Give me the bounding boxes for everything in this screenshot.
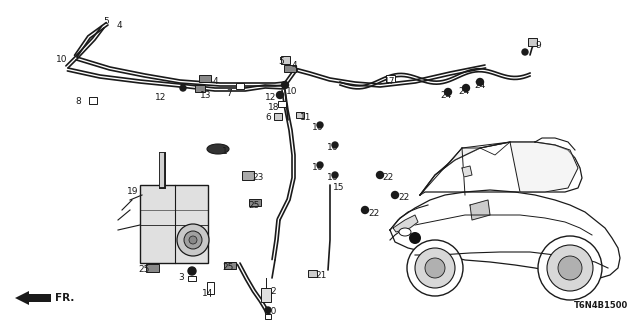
Bar (249, 198, 261, 205)
Circle shape (392, 191, 399, 198)
Text: 14: 14 (202, 289, 213, 298)
Circle shape (409, 232, 421, 244)
Text: T6N4B1500: T6N4B1500 (573, 301, 628, 310)
Bar (195, 84, 205, 92)
Bar (188, 276, 196, 281)
Polygon shape (393, 215, 418, 232)
Text: 19: 19 (127, 188, 138, 196)
Polygon shape (420, 142, 582, 195)
Bar (140, 185, 208, 263)
Polygon shape (420, 142, 510, 195)
Circle shape (276, 92, 284, 99)
Circle shape (477, 78, 483, 85)
Text: 11: 11 (300, 114, 312, 123)
Circle shape (376, 172, 383, 179)
Circle shape (317, 162, 323, 168)
Circle shape (332, 172, 338, 178)
Text: 2: 2 (270, 287, 276, 297)
Text: 6: 6 (265, 114, 271, 123)
Bar (278, 101, 286, 107)
Circle shape (265, 307, 271, 313)
Text: 25: 25 (222, 263, 234, 273)
Circle shape (282, 82, 289, 89)
Text: 1: 1 (222, 148, 228, 156)
Text: 5: 5 (278, 58, 284, 67)
Polygon shape (390, 190, 620, 278)
Polygon shape (510, 142, 578, 192)
Text: 3: 3 (178, 274, 184, 283)
Ellipse shape (399, 228, 411, 236)
Bar (224, 261, 236, 268)
Bar (242, 171, 254, 180)
Text: 16: 16 (312, 164, 323, 172)
Bar (265, 314, 271, 318)
Circle shape (332, 142, 338, 148)
Bar (29, 294, 51, 302)
Bar (296, 112, 304, 118)
Bar (89, 97, 97, 103)
Text: 4: 4 (117, 20, 123, 29)
Circle shape (445, 89, 451, 95)
Circle shape (180, 85, 186, 91)
Circle shape (463, 84, 470, 92)
Circle shape (547, 245, 593, 291)
Text: 12: 12 (265, 93, 276, 102)
Text: 7: 7 (226, 89, 232, 98)
Text: 16: 16 (312, 124, 323, 132)
Text: 23: 23 (252, 173, 264, 182)
Text: 8: 8 (75, 98, 81, 107)
Polygon shape (470, 200, 490, 220)
Text: 22: 22 (368, 209, 380, 218)
Bar (199, 75, 211, 82)
Text: 4: 4 (213, 77, 219, 86)
Text: 20: 20 (265, 308, 276, 316)
Polygon shape (15, 291, 29, 305)
Bar (145, 264, 159, 272)
Ellipse shape (207, 144, 229, 154)
Text: 22: 22 (398, 194, 409, 203)
Bar (527, 38, 536, 46)
Bar (274, 113, 282, 119)
Circle shape (177, 224, 209, 256)
Circle shape (522, 49, 528, 55)
Text: 16: 16 (327, 173, 339, 182)
Bar (261, 288, 271, 302)
Text: 24: 24 (458, 87, 469, 97)
Text: 15: 15 (333, 183, 344, 193)
Circle shape (317, 122, 323, 128)
Text: 13: 13 (200, 92, 211, 100)
Bar (385, 75, 394, 82)
Text: 10: 10 (286, 86, 298, 95)
Text: 25: 25 (248, 201, 259, 210)
Bar (280, 56, 289, 64)
Text: 24: 24 (440, 91, 451, 100)
Text: FR.: FR. (55, 293, 74, 303)
Text: 4: 4 (292, 61, 298, 70)
Circle shape (184, 231, 202, 249)
Text: 16: 16 (327, 143, 339, 153)
Circle shape (362, 206, 369, 213)
Circle shape (425, 258, 445, 278)
Circle shape (415, 248, 455, 288)
Text: 22: 22 (382, 173, 393, 182)
Circle shape (188, 267, 196, 275)
Bar (307, 269, 317, 276)
Text: 12: 12 (155, 93, 166, 102)
Text: 9: 9 (535, 41, 541, 50)
Circle shape (407, 240, 463, 296)
Circle shape (189, 236, 197, 244)
Bar (207, 282, 214, 294)
Polygon shape (462, 166, 472, 177)
Bar (236, 83, 244, 89)
Text: 24: 24 (474, 82, 485, 91)
Bar (284, 65, 296, 71)
Text: 10: 10 (56, 55, 67, 65)
Text: 5: 5 (103, 18, 109, 27)
Circle shape (558, 256, 582, 280)
Text: 21: 21 (315, 271, 326, 281)
Text: 17: 17 (384, 77, 396, 86)
Text: 18: 18 (268, 103, 280, 113)
Text: 25: 25 (138, 266, 149, 275)
Circle shape (538, 236, 602, 300)
